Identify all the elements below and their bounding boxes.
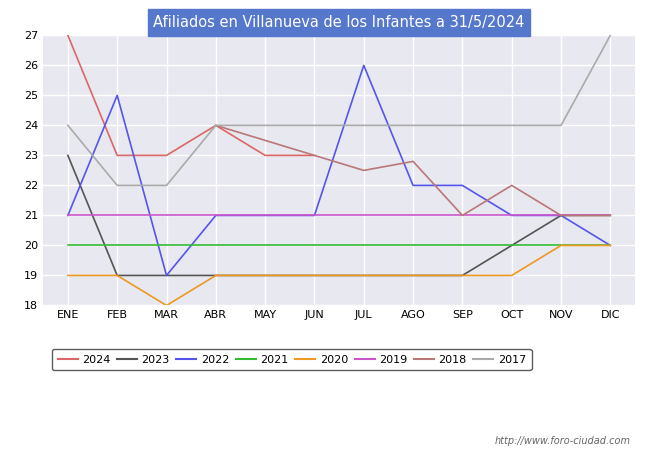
Text: http://www.foro-ciudad.com: http://www.foro-ciudad.com (495, 436, 630, 446)
Title: Afiliados en Villanueva de los Infantes a 31/5/2024: Afiliados en Villanueva de los Infantes … (153, 15, 525, 30)
Legend: 2024, 2023, 2022, 2021, 2020, 2019, 2018, 2017: 2024, 2023, 2022, 2021, 2020, 2019, 2018… (52, 349, 532, 370)
